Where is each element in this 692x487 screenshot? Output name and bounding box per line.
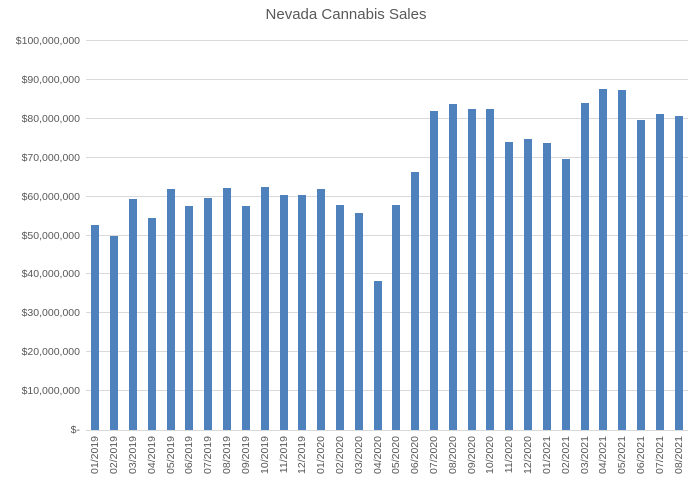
chart-bar	[542, 142, 551, 430]
x-axis-tick-label: 07/2019	[202, 436, 215, 474]
x-axis-tick-label: 05/2020	[390, 436, 403, 474]
chart-bar	[110, 235, 119, 430]
x-axis-tick-label: 11/2020	[503, 436, 516, 474]
chart-bar	[185, 205, 194, 430]
y-axis-tick-label: $-	[70, 424, 80, 436]
x-axis-tick-label: 10/2020	[484, 436, 497, 474]
gridline	[86, 351, 688, 353]
y-axis-tick-label: $90,000,000	[21, 73, 80, 86]
x-axis-tick-label: 06/2019	[183, 436, 196, 474]
chart-bar	[241, 205, 250, 430]
x-axis-tick-label: 09/2020	[465, 436, 478, 474]
x-axis-tick-label: 03/2020	[352, 436, 365, 474]
chart-bar	[91, 225, 100, 430]
x-axis-tick-label: 02/2019	[108, 436, 121, 474]
y-axis-tick-label: $40,000,000	[21, 268, 80, 281]
x-axis-tick-label: 08/2019	[221, 436, 234, 474]
y-axis-tick-label: $20,000,000	[21, 346, 80, 359]
chart-bar	[580, 102, 589, 430]
x-axis-tick-label: 12/2019	[296, 436, 309, 474]
chart-bar	[317, 188, 326, 430]
chart-bar	[335, 205, 344, 430]
chart-bar	[260, 187, 269, 430]
gridline	[86, 117, 688, 119]
gridline	[86, 273, 688, 275]
chart-bar	[411, 171, 420, 430]
chart-bar	[448, 103, 457, 430]
x-axis-tick-label: 05/2021	[616, 436, 629, 474]
y-axis-tick-label: $100,000,000	[15, 35, 80, 47]
x-axis-tick-label: 04/2020	[371, 436, 384, 474]
gridline	[86, 40, 688, 41]
chart-bar	[599, 89, 608, 430]
chart-bar	[561, 159, 570, 430]
chart-bar	[486, 109, 495, 430]
x-axis-tick-label: 11/2019	[277, 436, 290, 474]
x-axis-tick-label: 12/2020	[522, 436, 535, 474]
x-axis-tick-label: 03/2021	[578, 436, 591, 474]
gridline	[86, 234, 688, 236]
x-axis-tick-label: 10/2019	[258, 436, 271, 474]
chart-bar	[166, 189, 175, 430]
chart-title: Nevada Cannabis Sales	[265, 6, 427, 23]
chart-bar	[430, 111, 439, 430]
x-axis-tick-label: 04/2019	[145, 436, 158, 474]
chart-bar	[674, 116, 683, 430]
chart-bar	[392, 204, 401, 430]
x-axis-tick-label: 06/2021	[634, 436, 647, 474]
chart-bar	[129, 198, 138, 430]
gridline	[86, 156, 688, 158]
plot-area	[86, 40, 688, 431]
chart-bar	[147, 218, 156, 430]
y-axis-tick-label: $10,000,000	[21, 385, 80, 398]
x-axis-tick-label: 07/2020	[428, 436, 441, 474]
chart-bar	[636, 120, 645, 430]
chart-bar	[505, 142, 514, 430]
x-axis-tick-label: 09/2019	[239, 436, 252, 474]
x-axis-tick-label: 07/2021	[653, 436, 666, 474]
x-axis-tick-label: 01/2020	[315, 436, 328, 474]
x-axis-tick-label: 02/2020	[333, 436, 346, 474]
chart-bar	[354, 212, 363, 430]
y-axis-tick-label: $60,000,000	[21, 190, 80, 203]
x-axis-tick-label: 01/2021	[540, 436, 553, 474]
x-axis-tick-label: 08/2020	[446, 436, 459, 474]
chart-bar	[279, 195, 288, 430]
x-axis-tick-label: 06/2020	[409, 436, 422, 474]
gridline	[86, 312, 688, 314]
x-axis-tick-label: 02/2021	[559, 436, 572, 474]
chart-bar	[298, 195, 307, 430]
chart-bar	[524, 138, 533, 430]
chart-bar	[373, 281, 382, 430]
chart-bar	[618, 90, 627, 430]
x-axis: 01/2019 02/2019 03/2019 04/2019 05/2019 06/20…	[86, 436, 688, 474]
x-axis-tick-label: 04/2021	[597, 436, 610, 474]
gridline	[86, 78, 688, 80]
chart-bar	[655, 114, 664, 430]
y-axis-tick-label: $50,000,000	[21, 229, 80, 242]
gridline	[86, 195, 688, 197]
x-axis-tick-label: 08/2021	[672, 436, 685, 474]
chart-bar	[204, 197, 213, 430]
bars-container	[86, 41, 688, 430]
x-axis-tick-label: 03/2019	[127, 436, 140, 474]
gridline	[86, 390, 688, 392]
y-axis-tick-label: $70,000,000	[21, 151, 80, 164]
y-axis-tick-label: $80,000,000	[21, 112, 80, 125]
x-axis-tick-label: 05/2019	[164, 436, 177, 474]
chart-bar	[223, 187, 232, 430]
x-axis-tick-label: 01/2019	[89, 436, 102, 474]
y-axis: $- $10,000,000 $20,000,000 $30,000,000 $40,0…	[0, 35, 80, 436]
y-axis-tick-label: $30,000,000	[21, 307, 80, 320]
chart-bar	[467, 109, 476, 430]
